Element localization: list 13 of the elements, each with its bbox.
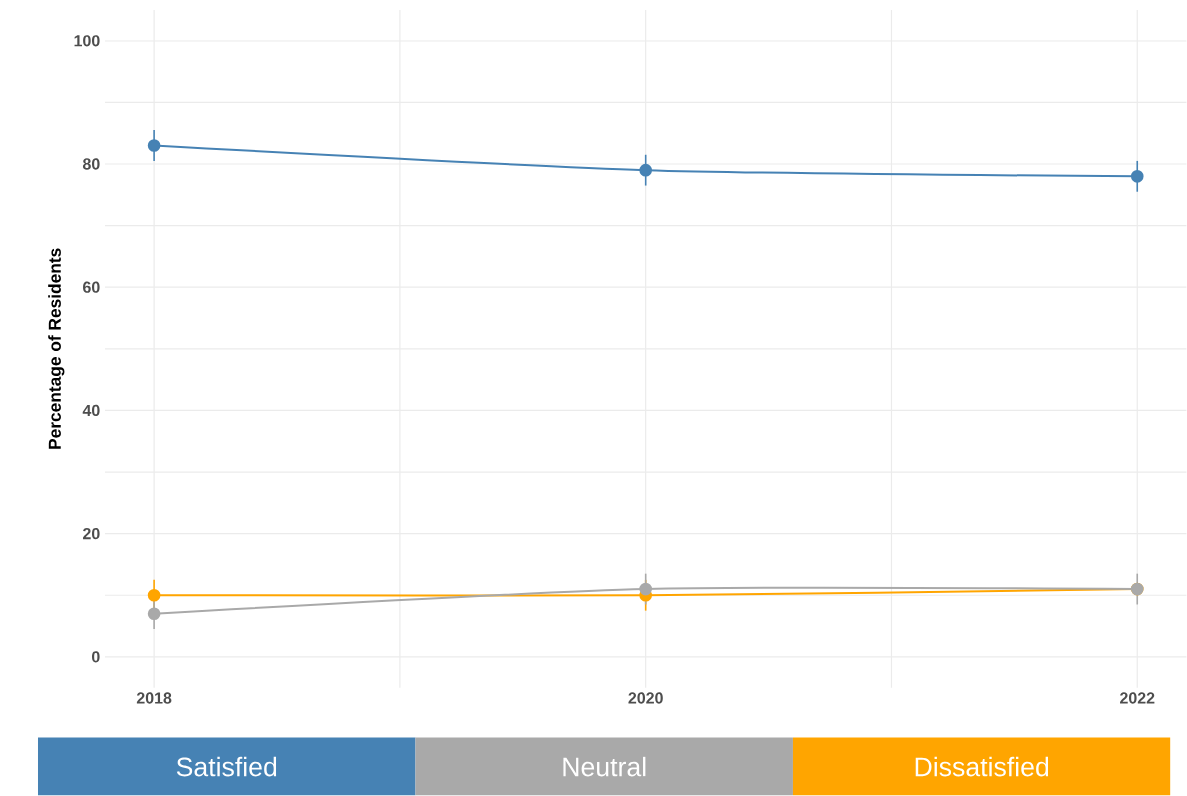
- y-tick-label: 20: [83, 528, 100, 540]
- y-tick-label: 60: [83, 281, 100, 294]
- y-tick-label: 0: [91, 651, 100, 663]
- text: Neutral: [563, 757, 646, 777]
- x-tick-label: 2018: [136, 692, 172, 704]
- y-tick-label: 40: [82, 404, 100, 417]
- text: Dissatisfied: [915, 757, 1049, 777]
- y-tick-label: 80: [82, 158, 100, 170]
- x-tick-label: 2022: [1120, 692, 1155, 704]
- text: Satisfied: [176, 757, 277, 777]
- y-axis-title: Percentage of Residents: [48, 248, 65, 449]
- y-tick-label: 100: [74, 35, 100, 47]
- x-tick-label: 2020: [628, 692, 663, 704]
